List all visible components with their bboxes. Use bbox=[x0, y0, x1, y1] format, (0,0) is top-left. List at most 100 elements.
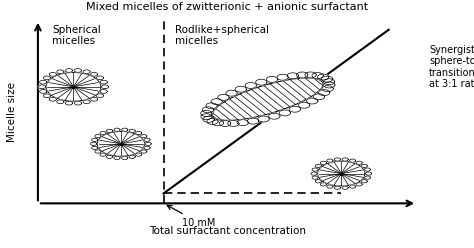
Polygon shape bbox=[83, 70, 90, 74]
Polygon shape bbox=[107, 129, 113, 132]
Polygon shape bbox=[321, 76, 333, 82]
Polygon shape bbox=[320, 161, 327, 164]
Polygon shape bbox=[320, 183, 327, 186]
Polygon shape bbox=[315, 180, 321, 183]
Polygon shape bbox=[206, 103, 217, 109]
Polygon shape bbox=[122, 156, 128, 159]
Polygon shape bbox=[91, 72, 98, 76]
Polygon shape bbox=[129, 129, 135, 132]
Polygon shape bbox=[312, 73, 323, 79]
Polygon shape bbox=[100, 80, 107, 84]
Polygon shape bbox=[327, 185, 333, 188]
Polygon shape bbox=[114, 156, 120, 159]
Polygon shape bbox=[207, 119, 218, 124]
Polygon shape bbox=[365, 168, 371, 171]
Text: Rodlike+spherical
micelles: Rodlike+spherical micelles bbox=[175, 25, 269, 46]
Polygon shape bbox=[342, 158, 348, 161]
Polygon shape bbox=[226, 90, 237, 96]
Polygon shape bbox=[334, 186, 340, 189]
Polygon shape bbox=[38, 85, 46, 89]
Polygon shape bbox=[318, 74, 329, 80]
Polygon shape bbox=[136, 153, 142, 156]
Text: 10 mM: 10 mM bbox=[167, 205, 216, 228]
Polygon shape bbox=[91, 142, 97, 145]
Polygon shape bbox=[122, 128, 128, 131]
Polygon shape bbox=[212, 120, 224, 126]
Polygon shape bbox=[91, 97, 98, 101]
Polygon shape bbox=[315, 164, 321, 167]
Polygon shape bbox=[324, 82, 335, 88]
Polygon shape bbox=[218, 94, 229, 100]
Text: Synergistic
sphere-to-rod
transition
at 3:1 ratio: Synergistic sphere-to-rod transition at … bbox=[429, 45, 474, 90]
Polygon shape bbox=[202, 107, 214, 113]
Polygon shape bbox=[96, 94, 104, 98]
Polygon shape bbox=[91, 146, 98, 150]
Polygon shape bbox=[97, 131, 145, 156]
Polygon shape bbox=[96, 76, 104, 80]
Polygon shape bbox=[144, 146, 150, 150]
Text: Spherical
micelles: Spherical micelles bbox=[52, 25, 101, 46]
Polygon shape bbox=[65, 101, 73, 105]
Polygon shape bbox=[201, 114, 212, 120]
Polygon shape bbox=[319, 90, 330, 95]
Polygon shape bbox=[101, 85, 109, 89]
Polygon shape bbox=[91, 138, 98, 141]
Polygon shape bbox=[83, 100, 90, 104]
Polygon shape bbox=[245, 83, 256, 89]
Polygon shape bbox=[247, 118, 259, 124]
Polygon shape bbox=[307, 98, 318, 104]
Polygon shape bbox=[203, 116, 214, 122]
Polygon shape bbox=[305, 72, 316, 78]
Polygon shape bbox=[311, 172, 317, 175]
Polygon shape bbox=[49, 72, 56, 76]
Polygon shape bbox=[313, 94, 325, 100]
Polygon shape bbox=[365, 172, 372, 175]
Polygon shape bbox=[312, 176, 318, 179]
Polygon shape bbox=[356, 161, 362, 164]
Polygon shape bbox=[349, 185, 356, 188]
Text: Total surfactant concentration: Total surfactant concentration bbox=[149, 226, 306, 236]
Polygon shape bbox=[255, 79, 267, 85]
Polygon shape bbox=[100, 131, 106, 135]
Polygon shape bbox=[145, 142, 151, 145]
Polygon shape bbox=[57, 70, 64, 74]
Polygon shape bbox=[279, 110, 291, 116]
Polygon shape bbox=[356, 183, 362, 186]
Polygon shape bbox=[334, 158, 340, 161]
Polygon shape bbox=[361, 180, 367, 183]
Polygon shape bbox=[44, 76, 51, 80]
Polygon shape bbox=[141, 150, 147, 153]
Polygon shape bbox=[57, 100, 64, 104]
Polygon shape bbox=[129, 155, 135, 158]
Polygon shape bbox=[322, 86, 333, 92]
Polygon shape bbox=[107, 155, 113, 158]
Polygon shape bbox=[289, 106, 301, 112]
Polygon shape bbox=[327, 159, 333, 162]
Polygon shape bbox=[318, 161, 365, 186]
Polygon shape bbox=[141, 134, 147, 138]
Polygon shape bbox=[74, 69, 82, 72]
Polygon shape bbox=[299, 102, 310, 108]
Polygon shape bbox=[287, 73, 299, 79]
Polygon shape bbox=[46, 72, 101, 101]
Polygon shape bbox=[95, 150, 101, 153]
Polygon shape bbox=[349, 159, 356, 162]
Polygon shape bbox=[297, 72, 308, 78]
Polygon shape bbox=[40, 90, 47, 93]
Polygon shape bbox=[212, 78, 323, 120]
Polygon shape bbox=[40, 80, 47, 84]
Polygon shape bbox=[323, 79, 335, 85]
Polygon shape bbox=[361, 164, 367, 167]
Polygon shape bbox=[365, 176, 371, 179]
Polygon shape bbox=[100, 90, 107, 93]
Polygon shape bbox=[258, 116, 269, 122]
Polygon shape bbox=[228, 121, 239, 126]
Polygon shape bbox=[65, 69, 73, 72]
Polygon shape bbox=[49, 97, 56, 101]
Polygon shape bbox=[312, 168, 318, 171]
Polygon shape bbox=[235, 86, 246, 92]
Polygon shape bbox=[237, 120, 248, 126]
Polygon shape bbox=[74, 101, 82, 105]
Polygon shape bbox=[136, 131, 142, 135]
Text: Mixed micelles of zwitterionic + anionic surfactant: Mixed micelles of zwitterionic + anionic… bbox=[86, 2, 369, 12]
